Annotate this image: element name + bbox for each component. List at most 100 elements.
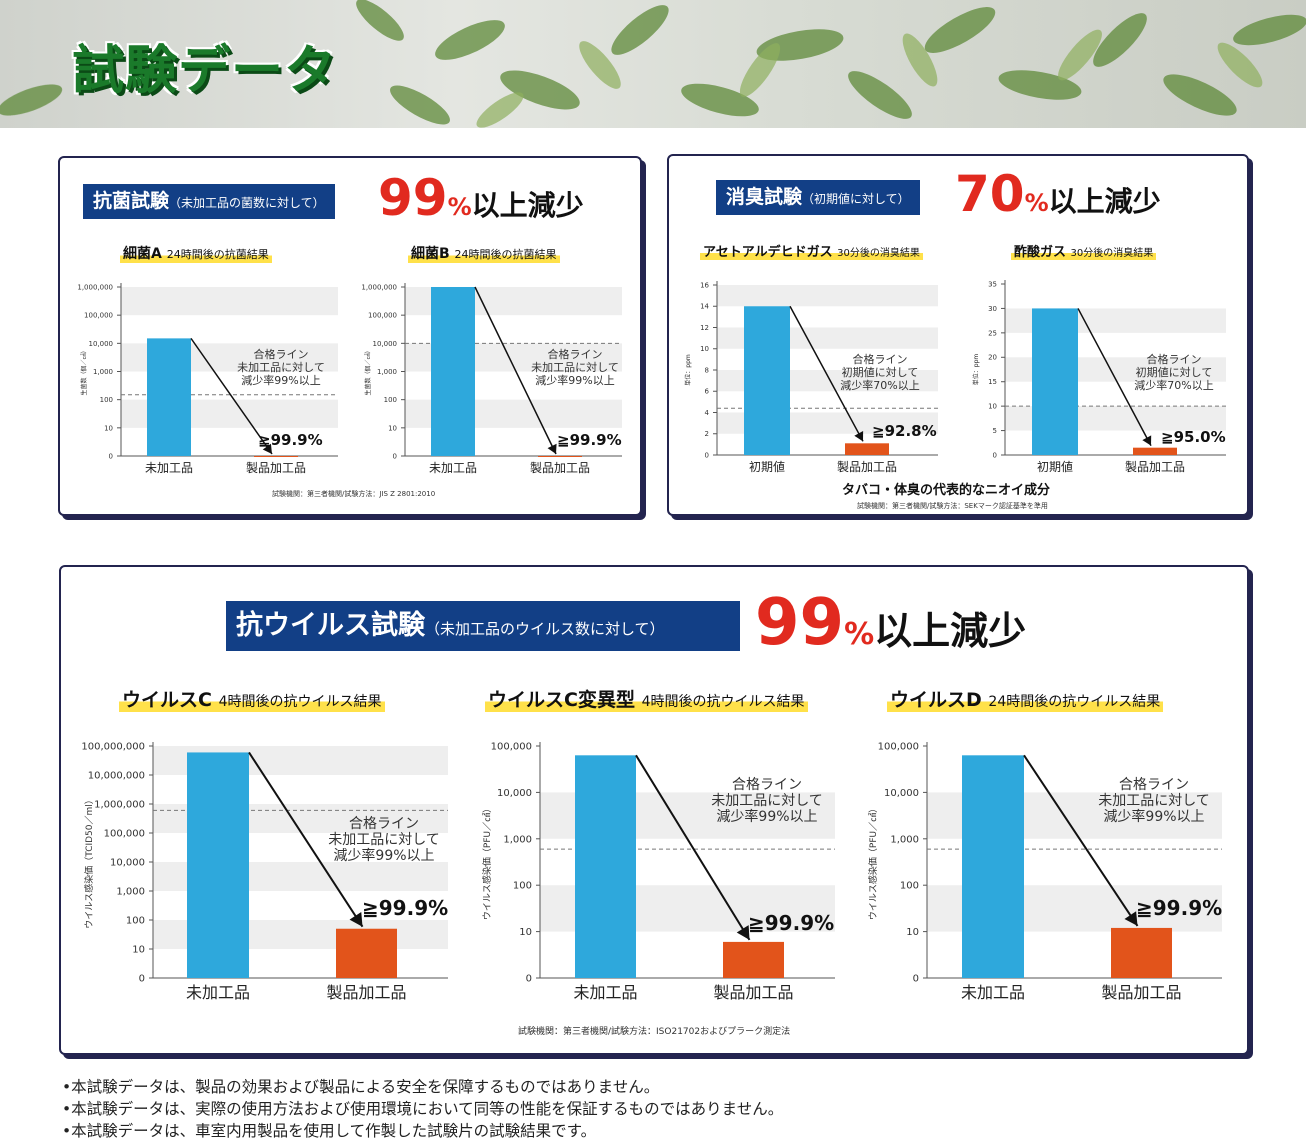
reduction-arrow-head — [1124, 911, 1138, 926]
y-axis-label: ウイルス感染価（PFU／㎠） — [481, 804, 493, 920]
tick-label: 8 — [705, 366, 709, 374]
bar-untreated — [744, 306, 790, 455]
disclaimer-note: •本試験データは、車室内用製品を使用して作製した試験片の試験結果です。 — [62, 1122, 597, 1140]
antiviral-footnote: 試験機関：第三者機関/試験方法：ISO21702およびプラーク測定法 — [518, 1027, 791, 1037]
grid-band — [121, 287, 338, 316]
tick-label: 0 — [526, 974, 532, 985]
reduction-arrow-line — [190, 337, 273, 455]
deodorant-footnote: 試験機関：第三者機関/試験方法：SEKマーク認証基準を準用 — [857, 502, 1048, 510]
tick-label: 100,000 — [104, 829, 145, 840]
tick-label: 4 — [705, 409, 710, 417]
antiviral-badge-main: 抗ウイルス試験 — [236, 610, 425, 641]
chart-title-bacteria-a: 細菌A 24時間後の抗菌結果 — [120, 243, 272, 263]
threshold-note: 減少率99%以上 — [716, 808, 817, 825]
y-axis-label: 単位：ppm — [972, 354, 980, 386]
tick-label: 10 — [988, 403, 997, 411]
threshold-note: 未加工品に対して — [531, 360, 619, 374]
reduction-arrow-line — [1077, 308, 1152, 447]
tick-label: 10 — [388, 424, 397, 432]
tick-label: 0 — [393, 452, 397, 460]
bar-untreated — [147, 338, 191, 456]
reduction-arrow-line — [1023, 754, 1139, 927]
reduction-arrow-line — [789, 305, 864, 442]
reduction-arrow-line — [248, 751, 364, 928]
category-label: 製品加工品 — [1125, 460, 1185, 474]
antibacterial-badge-main: 抗菌試験 — [93, 190, 170, 212]
chart-title-bacteria-b-main: 細菌B — [411, 246, 450, 262]
antibacterial-footnote: 試験機関：第三者機関/試験方法：JIS Z 2801:2010 — [272, 490, 436, 498]
category-label: 製品加工品 — [530, 461, 590, 475]
antiviral-result-number: 99 — [755, 586, 845, 660]
category-label: 製品加工品 — [1101, 983, 1181, 1002]
threshold-note: 減少率99%以上 — [241, 373, 320, 387]
tick-label: 100 — [384, 396, 397, 404]
tick-label: 35 — [988, 280, 997, 288]
deodorant-badge-main: 消臭試験 — [726, 186, 803, 208]
threshold-note: 減少率70%以上 — [1134, 378, 1213, 392]
tick-label: 10,000,000 — [88, 771, 145, 782]
category-label: 未加工品 — [961, 983, 1025, 1002]
tick-label: 10 — [132, 945, 145, 956]
chart-title-virus-d-main: ウイルスD — [890, 689, 982, 711]
hero-banner: 試験データ — [0, 0, 1306, 128]
threshold-note: 合格ライン — [1147, 352, 1202, 366]
threshold-note: 減少率99%以上 — [535, 373, 614, 387]
tick-label: 10,000 — [373, 340, 398, 348]
y-axis-label: 生菌数（個／㎠） — [80, 347, 88, 395]
deodorant-result: 70%以上減少 — [955, 166, 1161, 231]
chart-title-acetic-acid-note: 30分後の消臭結果 — [1070, 248, 1154, 259]
bar-treated — [723, 941, 784, 978]
chart-title-bacteria-b-note: 24時間後の抗菌結果 — [454, 248, 557, 261]
bar-untreated — [431, 287, 475, 456]
y-axis-label: 単位：ppm — [684, 354, 692, 386]
tick-label: 1,000,000 — [361, 283, 397, 291]
bar-untreated — [1032, 308, 1078, 455]
tick-label: 25 — [988, 329, 997, 337]
tick-label: 1,000 — [890, 834, 919, 845]
result-label: ≧95.0% — [1161, 428, 1226, 446]
deodorant-badge-sub: （初期値に対して） — [802, 192, 910, 206]
tick-label: 30 — [988, 305, 997, 313]
antibacterial-result-text: 以上減少 — [471, 189, 584, 222]
tick-label: 10,000 — [89, 340, 114, 348]
tick-label: 100 — [900, 881, 919, 892]
tick-label: 100 — [513, 881, 532, 892]
bar-treated — [845, 443, 889, 455]
tick-label: 10 — [906, 927, 919, 938]
chart-title-virus-c-main: ウイルスC — [122, 689, 212, 711]
antiviral-result-text: 以上減少 — [874, 609, 1027, 653]
tick-label: 10,000 — [110, 858, 145, 869]
tick-label: 1,000 — [116, 887, 145, 898]
tick-label: 10 — [519, 927, 532, 938]
category-label: 未加工品 — [145, 461, 193, 475]
tick-label: 100,000,000 — [81, 742, 145, 753]
y-axis-label: 生菌数（個／㎠） — [364, 347, 372, 395]
threshold-note: 合格ライン — [853, 352, 908, 366]
antibacterial-badge: 抗菌試験（未加工品の菌数に対して） — [83, 184, 335, 219]
reduction-arrow-head — [547, 443, 557, 454]
tick-label: 10,000 — [497, 788, 532, 799]
category-label: 初期値 — [1037, 459, 1073, 474]
chart-title-acetaldehyde-note: 30分後の消臭結果 — [837, 248, 920, 259]
tick-label: 0 — [139, 974, 145, 985]
tick-label: 12 — [700, 324, 709, 332]
chart-title-bacteria-a-note: 24時間後の抗菌結果 — [166, 248, 269, 261]
result-label: ≧99.9% — [362, 896, 448, 920]
reduction-arrow-line — [474, 286, 557, 455]
tick-label: 10,000 — [884, 788, 919, 799]
antibacterial-result-percent: % — [447, 193, 472, 221]
deodorant-result-text: 以上減少 — [1048, 185, 1161, 218]
bar-treated — [1133, 447, 1177, 455]
bar-treated — [254, 456, 298, 457]
category-label: 未加工品 — [573, 983, 637, 1002]
tick-label: 10 — [700, 345, 709, 353]
threshold-note: 初期値に対して — [842, 365, 919, 379]
reduction-arrow-head — [1142, 435, 1152, 446]
antiviral-result: 99%以上減少 — [755, 585, 1026, 673]
reduction-arrow-head — [262, 443, 272, 454]
bar-untreated — [187, 752, 249, 978]
tick-label: 14 — [700, 303, 709, 311]
result-label: ≧99.9% — [1136, 896, 1222, 920]
deodorant-subtitle: タバコ・体臭の代表的なニオイ成分 — [842, 483, 1051, 498]
